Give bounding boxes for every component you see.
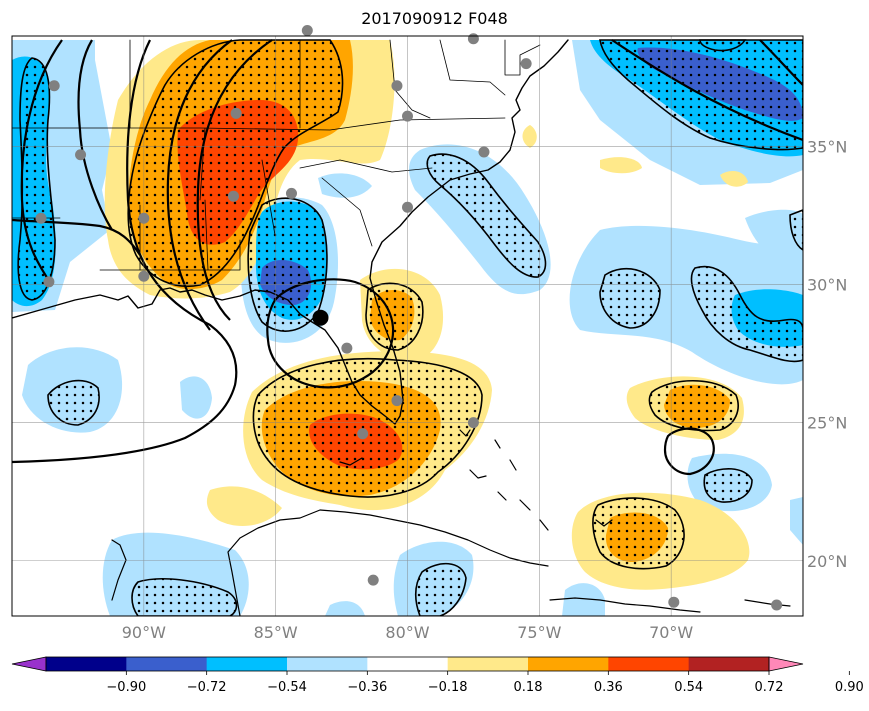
longitude-tick-labels: 90°W 85°W 80°W 75°W 70°W [122,623,694,642]
colorbar-swatch [608,657,690,671]
colorbar-swatch [447,657,529,671]
longitude-tick-label: 85°W [254,623,298,642]
height-contours [12,39,803,476]
longitude-tick-label: 75°W [517,623,561,642]
map-title: 2017090912 F048 [361,9,508,28]
station-marker [301,24,313,36]
colorbar-extend-high [768,656,804,672]
station-marker [230,107,242,119]
latitude-tick-label: 20°N [807,552,847,571]
colorbar-tick-label: 0.90 [835,680,864,695]
colorbar-tick-label: −0.54 [267,680,307,695]
colorbar-frame [45,656,770,672]
station-marker [138,270,150,282]
colorbar-swatch [126,657,208,671]
longitude-tick-label: 80°W [385,623,429,642]
colorbar-tick-label: 0.18 [514,680,543,695]
map-frame [11,35,804,617]
station-marker [467,417,479,429]
colorbar-swatch [528,657,609,671]
colorbar-swatch [688,657,770,671]
colorbar-swatch [287,657,368,671]
map-gridlines [12,36,803,616]
colorbar-tick-label: −0.72 [187,680,227,695]
station-marker [668,596,680,608]
station-marker [138,212,150,224]
station-marker [402,110,413,122]
station-marker [478,146,490,158]
station-marker [367,574,379,586]
station-marker [48,80,60,92]
map-area [12,39,803,616]
station-marker [43,276,55,288]
colorbar-swatch [46,657,127,671]
station-marker [341,342,353,354]
colorbar-swatch [206,657,288,671]
station-marker [75,149,87,161]
station-marker [285,187,297,199]
station-markers [35,24,783,611]
latitude-tick-labels: 20°N 25°N 30°N 35°N [807,137,847,570]
longitude-tick-label: 70°W [649,623,693,642]
coastlines-and-borders [12,39,791,616]
colorbar-tick-label: 0.72 [755,680,784,695]
station-marker [402,201,413,213]
station-marker [391,80,403,92]
latitude-tick-label: 35°N [807,137,847,156]
colorbar-swatch [367,657,449,671]
station-marker [520,58,532,70]
latitude-tick-label: 30°N [807,276,847,295]
colorbar-tick-label: 0.54 [674,680,703,695]
station-marker [357,428,369,440]
colorbar-tick-label: 0.36 [594,680,623,695]
longitude-tick-label: 90°W [122,623,166,642]
station-marker [771,599,783,611]
storm-center-marker [312,309,329,326]
colorbar-extend-low [11,656,47,672]
station-marker [467,33,479,45]
colorbar: −0.90 −0.72 −0.54 −0.36 −0.18 0.18 0.36 0.54 0.7… [11,656,864,695]
colorbar-tick-label: −0.18 [428,680,468,695]
station-marker [35,212,47,224]
colorbar-tick-label: −0.90 [106,680,146,695]
station-marker [227,190,239,202]
colorbar-tick-label: −0.36 [347,680,387,695]
latitude-tick-label: 25°N [807,414,847,433]
station-marker [391,395,403,407]
